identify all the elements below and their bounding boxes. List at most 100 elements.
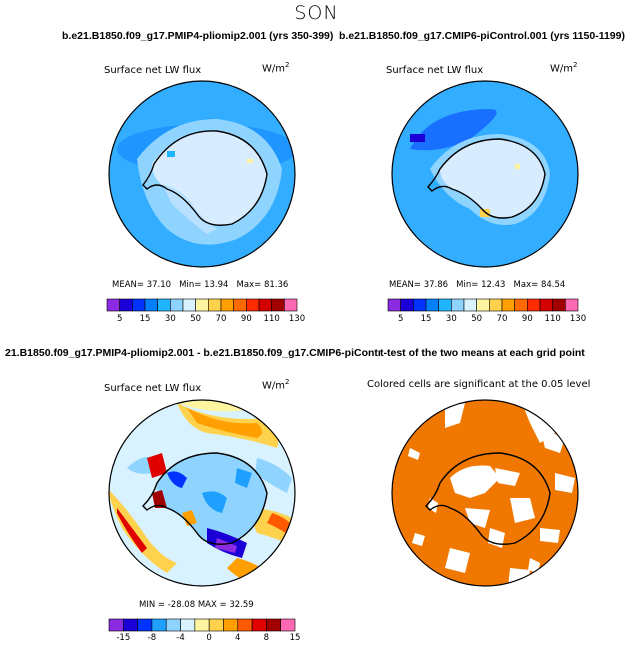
colorbar-swatch [180, 618, 196, 632]
colorbar-swatch [266, 618, 281, 632]
colorbar-swatch [108, 618, 124, 632]
colorbar-swatch [387, 298, 401, 312]
stats-top-right: MEAN= 37.86 Min= 12.43 Max= 84.54 [389, 280, 566, 290]
colorbar-swatch [237, 618, 253, 632]
colorbar-swatch [539, 298, 553, 312]
colorbar-swatch [195, 298, 209, 312]
colorbar-swatch [552, 298, 566, 312]
colorbar-swatch [280, 618, 296, 632]
colorbar-top-left [106, 298, 298, 312]
colorbar-swatch [208, 298, 222, 312]
figure-title: SON [294, 2, 339, 24]
colorbar-swatch [233, 298, 247, 312]
colorbar-swatch [271, 298, 285, 312]
colorbar-tick-label: 8 [263, 633, 270, 643]
colorbar-tick-label: -4 [176, 633, 185, 643]
colorbar-swatch [451, 298, 465, 312]
colorbar-tick-label: 30 [164, 314, 176, 324]
colorbar-swatch [157, 298, 171, 312]
colorbar-tick-label: 70 [496, 314, 508, 324]
colorbar-swatch [208, 618, 224, 632]
polar-map-top-left [108, 80, 296, 268]
significance-note: Colored cells are significant at the 0.0… [367, 379, 591, 390]
colorbar-swatch [123, 618, 138, 632]
stats-bottom-left: MIN = -28.08 MAX = 32.59 [139, 600, 254, 610]
colorbar-swatch [413, 298, 427, 312]
antarctica-field [152, 130, 267, 226]
colorbar-ticks-bottom-left: -15 -8 -4 0 4 8 15 [109, 633, 300, 645]
colorbar-swatch [514, 298, 528, 312]
coastline [425, 452, 551, 545]
colorbar-tick-label: 90 [240, 314, 252, 324]
colorbar-swatch [194, 618, 210, 632]
colorbar-swatch [170, 298, 184, 312]
case-title-bottom-right: t-test of the two means at each grid poi… [380, 347, 585, 359]
colorbar-ticks-top-right: 5 15 30 50 70 90 110 130 [388, 314, 586, 326]
case-title-top-left: b.e21.B1850.f09_g17.PMIP4-pliomip2.001 (… [62, 30, 334, 42]
colorbar-tick-label: 0 [206, 633, 212, 643]
colorbar-tick-label: -8 [147, 633, 157, 643]
colorbar-tick-label: 130 [288, 314, 306, 324]
colorbar-tick-label: 110 [544, 314, 561, 324]
colorbar-tick-label: 15 [289, 633, 301, 643]
colorbar-tick-label: 15 [420, 314, 432, 324]
colorbar-swatch [182, 298, 196, 312]
colorbar-tick-label: 70 [215, 314, 227, 324]
case-title-top-right: b.e21.B1850.f09_g17.CMIP6-piControl.001 … [339, 30, 625, 42]
case-title-bottom-left: 21.B1850.f09_g17.PMIP4-pliomip2.001 - b.… [5, 347, 412, 359]
variable-label-bottom-left: Surface net LW flux [104, 383, 202, 394]
colorbar-swatch [438, 298, 452, 312]
colorbar-tick-label: 90 [521, 314, 533, 324]
colorbar-swatch [251, 618, 267, 632]
polar-map-bottom-right [391, 399, 579, 587]
colorbar-swatch [565, 298, 579, 312]
colorbar-swatch [489, 298, 503, 312]
colorbar-swatch [223, 618, 239, 632]
units-top-right: W/m2 [550, 61, 578, 75]
colorbar-swatch [527, 298, 541, 312]
polar-map-bottom-left [108, 399, 296, 587]
colorbar-swatch [400, 298, 414, 312]
colorbar-tick-label: 5 [116, 314, 123, 324]
colorbar-tick-label: 4 [235, 633, 241, 643]
units-top-left: W/m2 [262, 61, 290, 75]
colorbar-swatch [151, 618, 167, 632]
colorbar-swatch [463, 298, 477, 312]
polar-map-top-right [391, 80, 579, 268]
colorbar-swatch [246, 298, 260, 312]
stats-top-left: MEAN= 37.10 Min= 13.94 Max= 81.36 [112, 280, 289, 290]
colorbar-tick-label: -15 [116, 633, 131, 643]
map-boundary [108, 80, 296, 268]
colorbar-swatch [425, 298, 439, 312]
colorbar-swatch [132, 298, 146, 312]
colorbar-top-right [387, 298, 579, 312]
coastline [142, 452, 268, 545]
colorbar-tick-label: 110 [263, 314, 280, 324]
colorbar-swatch [165, 618, 181, 632]
colorbar-ticks-top-left: 5 15 30 50 70 90 110 130 [107, 314, 305, 326]
coastline [142, 130, 268, 226]
colorbar-bottom-left [108, 618, 296, 632]
colorbar-swatch [144, 298, 158, 312]
map-boundary [391, 399, 579, 587]
colorbar-swatch [258, 298, 272, 312]
colorbar-swatch [119, 298, 133, 312]
colorbar-tick-label: 130 [569, 314, 587, 324]
colorbar-swatch [106, 298, 120, 312]
colorbar-tick-label: 30 [445, 314, 457, 324]
variable-label-top-right: Surface net LW flux [386, 65, 484, 76]
colorbar-tick-label: 5 [397, 314, 404, 324]
colorbar-tick-label: 50 [190, 314, 202, 324]
units-bottom-left: W/m2 [262, 378, 290, 392]
coastline [427, 138, 546, 219]
variable-label-top-left: Surface net LW flux [104, 65, 202, 76]
colorbar-swatch [220, 298, 234, 312]
colorbar-tick-label: 15 [139, 314, 151, 324]
antarctica-field [440, 139, 545, 218]
colorbar-swatch [137, 618, 153, 632]
colorbar-swatch [501, 298, 515, 312]
map-boundary [108, 399, 296, 587]
colorbar-swatch [284, 298, 298, 312]
colorbar-swatch [476, 298, 490, 312]
map-boundary [391, 80, 579, 268]
